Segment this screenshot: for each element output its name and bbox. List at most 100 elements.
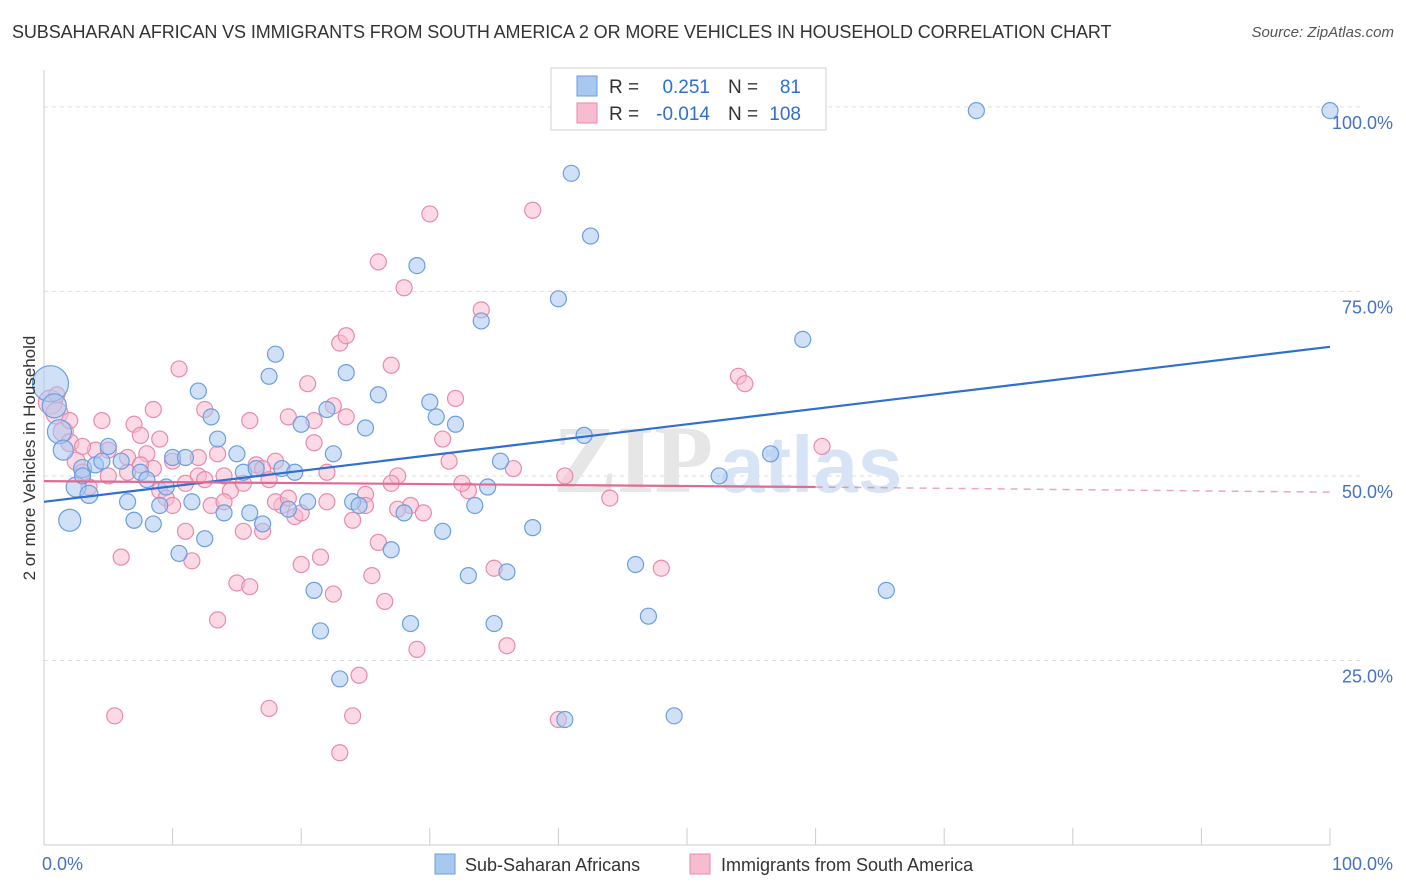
blue-trend-line — [43, 345, 1331, 503]
blue-point — [459, 566, 477, 585]
blue-point — [562, 164, 580, 182]
legend-blue-label: Sub-Saharan Africans — [465, 855, 640, 875]
pink-point — [106, 707, 124, 725]
blue-point — [382, 541, 400, 559]
x-tick-label-max: 100.0% — [1332, 854, 1393, 874]
blue-point — [877, 581, 895, 599]
blue-series-points — [31, 101, 1339, 729]
pink-point — [241, 411, 259, 430]
blue-point — [401, 614, 420, 633]
blue-point — [337, 364, 355, 382]
legend-top-pink-swatch — [576, 102, 598, 124]
pink-point — [93, 411, 111, 430]
blue-point — [794, 330, 812, 349]
blue-point — [58, 508, 82, 532]
blue-point — [318, 400, 336, 419]
legend-pink-swatch — [689, 853, 711, 875]
pink-point — [299, 375, 317, 393]
legend-r-value-1: 0.251 — [662, 77, 710, 98]
pink-point — [344, 511, 362, 529]
pink-point — [408, 640, 426, 659]
pink-point — [736, 375, 754, 393]
pink-point — [652, 559, 670, 577]
blue-point — [581, 227, 600, 245]
blue-point — [144, 515, 162, 533]
blue-point — [52, 439, 74, 461]
blue-point — [125, 511, 143, 529]
pink-point — [504, 459, 522, 478]
blue-point — [466, 496, 484, 515]
blue-point — [93, 452, 111, 470]
pink-point — [813, 437, 831, 456]
y-tick-label: 25.0% — [1342, 666, 1393, 686]
legend-bottom: Sub-Saharan Africans Immigrants from Sou… — [434, 853, 974, 875]
pink-point — [344, 707, 362, 725]
blue-point — [279, 500, 297, 518]
pink-point — [382, 356, 400, 374]
blue-point — [408, 256, 426, 275]
blue-point — [254, 515, 272, 533]
pink-point — [234, 522, 252, 540]
pink-point — [183, 552, 201, 570]
pink-point — [305, 434, 323, 452]
blue-point — [524, 519, 542, 537]
pink-point — [73, 437, 92, 456]
pink-point — [209, 445, 227, 463]
pink-point — [311, 548, 330, 566]
blue-point — [967, 101, 985, 120]
legend-r-value-2: -0.014 — [656, 104, 710, 125]
pink-point — [279, 408, 297, 426]
blue-point — [479, 478, 497, 496]
legend-n-label-1: N = — [728, 77, 758, 98]
blue-point — [369, 386, 387, 404]
pink-point — [112, 548, 130, 566]
pink-point — [395, 279, 413, 297]
blue-point — [112, 452, 130, 470]
pink-point — [498, 637, 516, 655]
pink-point — [524, 201, 542, 219]
pink-point — [131, 426, 150, 444]
blue-point — [395, 504, 413, 522]
blue-point — [228, 445, 246, 463]
pink-point — [144, 400, 162, 419]
blue-point — [434, 522, 452, 540]
watermark-atlas: atlas — [720, 420, 902, 509]
blue-point — [498, 563, 516, 581]
blue-point — [209, 430, 227, 448]
blue-point — [73, 467, 92, 485]
legend-blue-swatch — [434, 853, 456, 875]
blue-point — [138, 471, 156, 489]
pink-point — [369, 533, 387, 551]
pink-point — [421, 205, 439, 223]
pink-point — [350, 666, 368, 684]
blue-point — [485, 614, 503, 633]
y-tick-labels: 25.0% 50.0% 75.0% 100.0% — [1332, 113, 1393, 687]
legend-pink-label: Immigrants from South America — [721, 855, 974, 875]
blue-point — [196, 530, 214, 548]
pink-point — [318, 493, 336, 511]
blue-point — [331, 670, 349, 688]
pink-trend-line — [43, 480, 816, 489]
pink-point — [363, 566, 381, 585]
blue-point — [215, 504, 233, 522]
blue-point — [556, 710, 574, 729]
pink-point — [414, 504, 432, 522]
watermark: ZIP atlas — [553, 406, 902, 513]
source-label: Source: ZipAtlas.com — [1251, 24, 1394, 41]
pink-point — [260, 699, 278, 718]
blue-point — [626, 555, 645, 574]
blue-point — [305, 581, 323, 599]
legend-r-label-1: R = — [609, 77, 639, 98]
blue-point — [472, 312, 490, 330]
blue-point — [41, 393, 67, 419]
pink-point — [176, 522, 195, 540]
legend-n-value-2: 108 — [769, 104, 801, 125]
pink-point — [196, 471, 214, 489]
blue-point — [247, 459, 265, 478]
pink-point — [337, 327, 355, 345]
x-tick-label-min: 0.0% — [42, 854, 83, 874]
blue-point — [324, 445, 342, 463]
legend-top-blue-swatch — [576, 75, 598, 97]
legend-r-label-2: R = — [609, 104, 639, 125]
